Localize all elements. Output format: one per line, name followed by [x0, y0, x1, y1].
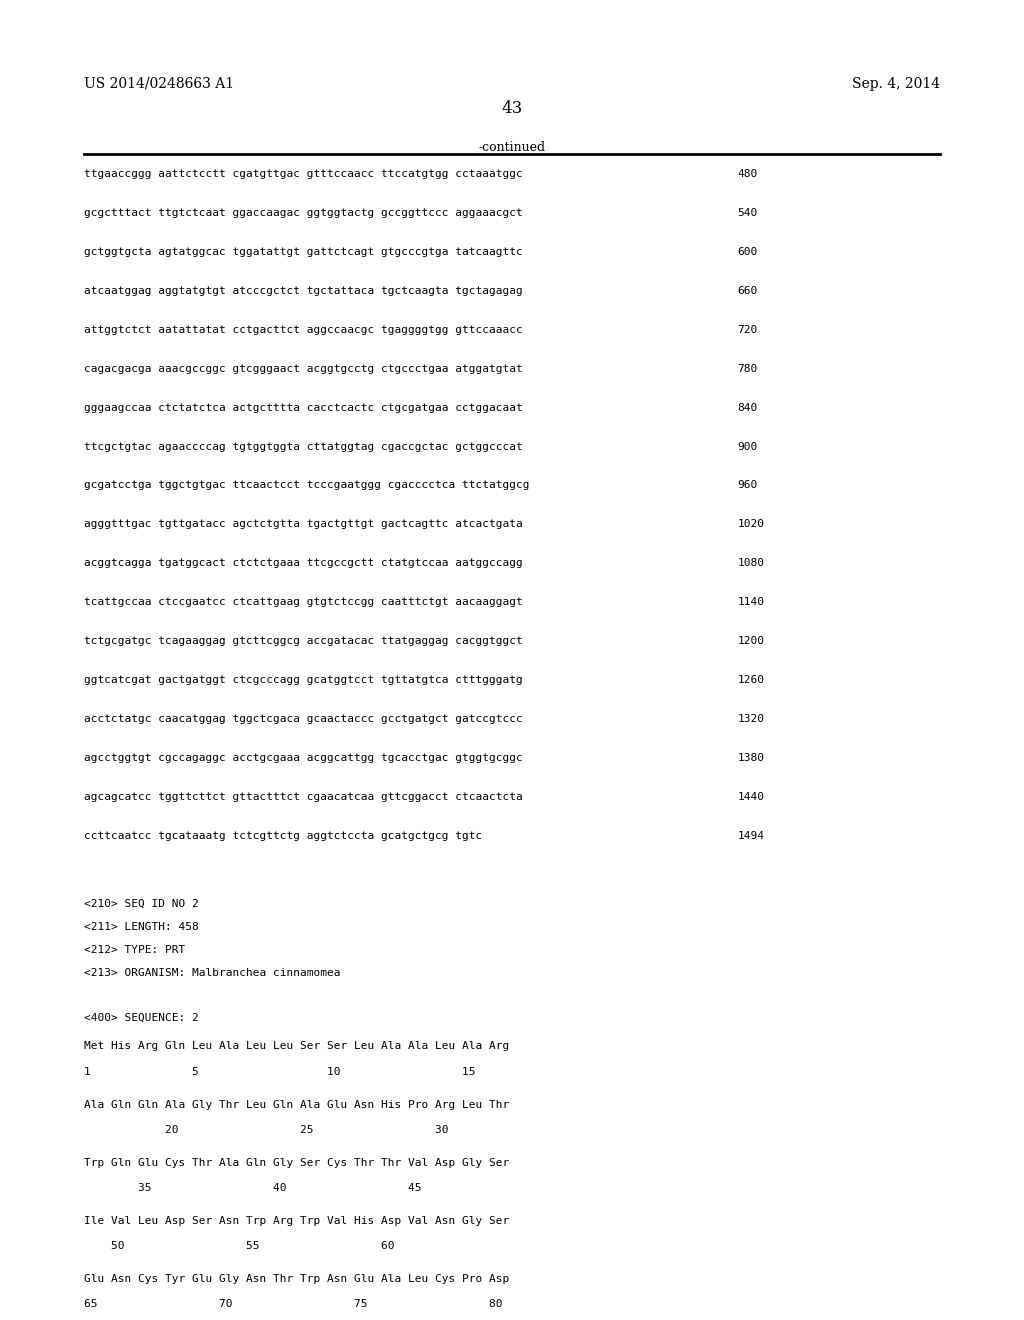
Text: -continued: -continued	[478, 141, 546, 154]
Text: <211> LENGTH: 458: <211> LENGTH: 458	[84, 921, 199, 932]
Text: agggtttgac tgttgatacc agctctgtta tgactgttgt gactcagttc atcactgata: agggtttgac tgttgatacc agctctgtta tgactgt…	[84, 519, 522, 529]
Text: Ile Val Leu Asp Ser Asn Trp Arg Trp Val His Asp Val Asn Gly Ser: Ile Val Leu Asp Ser Asn Trp Arg Trp Val …	[84, 1216, 509, 1226]
Text: <210> SEQ ID NO 2: <210> SEQ ID NO 2	[84, 899, 199, 909]
Text: <212> TYPE: PRT: <212> TYPE: PRT	[84, 945, 185, 956]
Text: ccttcaatcc tgcataaatg tctcgttctg aggtctccta gcatgctgcg tgtc: ccttcaatcc tgcataaatg tctcgttctg aggtctc…	[84, 832, 482, 841]
Text: 1200: 1200	[737, 636, 764, 647]
Text: acctctatgc caacatggag tggctcgaca gcaactaccc gcctgatgct gatccgtccc: acctctatgc caacatggag tggctcgaca gcaacta…	[84, 714, 522, 725]
Text: ttgaaccggg aattctcctt cgatgttgac gtttccaacc ttccatgtgg cctaaatggc: ttgaaccggg aattctcctt cgatgttgac gtttcca…	[84, 169, 522, 180]
Text: Met His Arg Gln Leu Ala Leu Leu Ser Ser Leu Ala Ala Leu Ala Arg: Met His Arg Gln Leu Ala Leu Leu Ser Ser …	[84, 1041, 509, 1052]
Text: 900: 900	[737, 441, 758, 451]
Text: 1320: 1320	[737, 714, 764, 725]
Text: 720: 720	[737, 325, 758, 335]
Text: tctgcgatgc tcagaaggag gtcttcggcg accgatacac ttatgaggag cacggtggct: tctgcgatgc tcagaaggag gtcttcggcg accgata…	[84, 636, 522, 647]
Text: 35                  40                  45: 35 40 45	[84, 1183, 422, 1193]
Text: 43: 43	[502, 100, 522, 117]
Text: <213> ORGANISM: Malbranchea cinnamomea: <213> ORGANISM: Malbranchea cinnamomea	[84, 968, 340, 978]
Text: 780: 780	[737, 363, 758, 374]
Text: agcctggtgt cgccagaggc acctgcgaaa acggcattgg tgcacctgac gtggtgcggc: agcctggtgt cgccagaggc acctgcgaaa acggcat…	[84, 752, 522, 763]
Text: 50                  55                  60: 50 55 60	[84, 1241, 394, 1251]
Text: gcgatcctga tggctgtgac ttcaactcct tcccgaatggg cgacccctca ttctatggcg: gcgatcctga tggctgtgac ttcaactcct tcccgaa…	[84, 480, 529, 491]
Text: 600: 600	[737, 247, 758, 257]
Text: US 2014/0248663 A1: US 2014/0248663 A1	[84, 77, 234, 91]
Text: 1020: 1020	[737, 519, 764, 529]
Text: gcgctttact ttgtctcaat ggaccaagac ggtggtactg gccggttccc aggaaacgct: gcgctttact ttgtctcaat ggaccaagac ggtggta…	[84, 207, 522, 218]
Text: 480: 480	[737, 169, 758, 180]
Text: Ala Gln Gln Ala Gly Thr Leu Gln Ala Glu Asn His Pro Arg Leu Thr: Ala Gln Gln Ala Gly Thr Leu Gln Ala Glu …	[84, 1100, 509, 1110]
Text: 540: 540	[737, 207, 758, 218]
Text: ggtcatcgat gactgatggt ctcgcccagg gcatggtcct tgttatgtca ctttgggatg: ggtcatcgat gactgatggt ctcgcccagg gcatggt…	[84, 675, 522, 685]
Text: cagacgacga aaacgccggc gtcgggaact acggtgcctg ctgccctgaa atggatgtat: cagacgacga aaacgccggc gtcgggaact acggtgc…	[84, 363, 522, 374]
Text: gggaagccaa ctctatctca actgctttta cacctcactc ctgcgatgaa cctggacaat: gggaagccaa ctctatctca actgctttta cacctca…	[84, 403, 522, 413]
Text: 840: 840	[737, 403, 758, 413]
Text: 1440: 1440	[737, 792, 764, 803]
Text: atcaatggag aggtatgtgt atcccgctct tgctattaca tgctcaagta tgctagagag: atcaatggag aggtatgtgt atcccgctct tgctatt…	[84, 286, 522, 296]
Text: attggtctct aatattatat cctgacttct aggccaacgc tgaggggtgg gttccaaacc: attggtctct aatattatat cctgacttct aggccaa…	[84, 325, 522, 335]
Text: <400> SEQUENCE: 2: <400> SEQUENCE: 2	[84, 1012, 199, 1023]
Text: ttcgctgtac agaaccccag tgtggtggta cttatggtag cgaccgctac gctggcccat: ttcgctgtac agaaccccag tgtggtggta cttatgg…	[84, 441, 522, 451]
Text: gctggtgcta agtatggcac tggatattgt gattctcagt gtgcccgtga tatcaagttc: gctggtgcta agtatggcac tggatattgt gattctc…	[84, 247, 522, 257]
Text: 1260: 1260	[737, 675, 764, 685]
Text: agcagcatcc tggttcttct gttactttct cgaacatcaa gttcggacct ctcaactcta: agcagcatcc tggttcttct gttactttct cgaacat…	[84, 792, 522, 803]
Text: acggtcagga tgatggcact ctctctgaaa ttcgccgctt ctatgtccaa aatggccagg: acggtcagga tgatggcact ctctctgaaa ttcgccg…	[84, 558, 522, 569]
Text: 1               5                   10                  15: 1 5 10 15	[84, 1067, 475, 1077]
Text: 20                  25                  30: 20 25 30	[84, 1125, 449, 1135]
Text: Glu Asn Cys Tyr Glu Gly Asn Thr Trp Asn Glu Ala Leu Cys Pro Asp: Glu Asn Cys Tyr Glu Gly Asn Thr Trp Asn …	[84, 1274, 509, 1284]
Text: 960: 960	[737, 480, 758, 491]
Text: 1380: 1380	[737, 752, 764, 763]
Text: 1494: 1494	[737, 832, 764, 841]
Text: 1080: 1080	[737, 558, 764, 569]
Text: Sep. 4, 2014: Sep. 4, 2014	[852, 77, 940, 91]
Text: Trp Gln Glu Cys Thr Ala Gln Gly Ser Cys Thr Thr Val Asp Gly Ser: Trp Gln Glu Cys Thr Ala Gln Gly Ser Cys …	[84, 1158, 509, 1168]
Text: 660: 660	[737, 286, 758, 296]
Text: tcattgccaa ctccgaatcc ctcattgaag gtgtctccgg caatttctgt aacaaggagt: tcattgccaa ctccgaatcc ctcattgaag gtgtctc…	[84, 597, 522, 607]
Text: 1140: 1140	[737, 597, 764, 607]
Text: 65                  70                  75                  80: 65 70 75 80	[84, 1299, 503, 1309]
